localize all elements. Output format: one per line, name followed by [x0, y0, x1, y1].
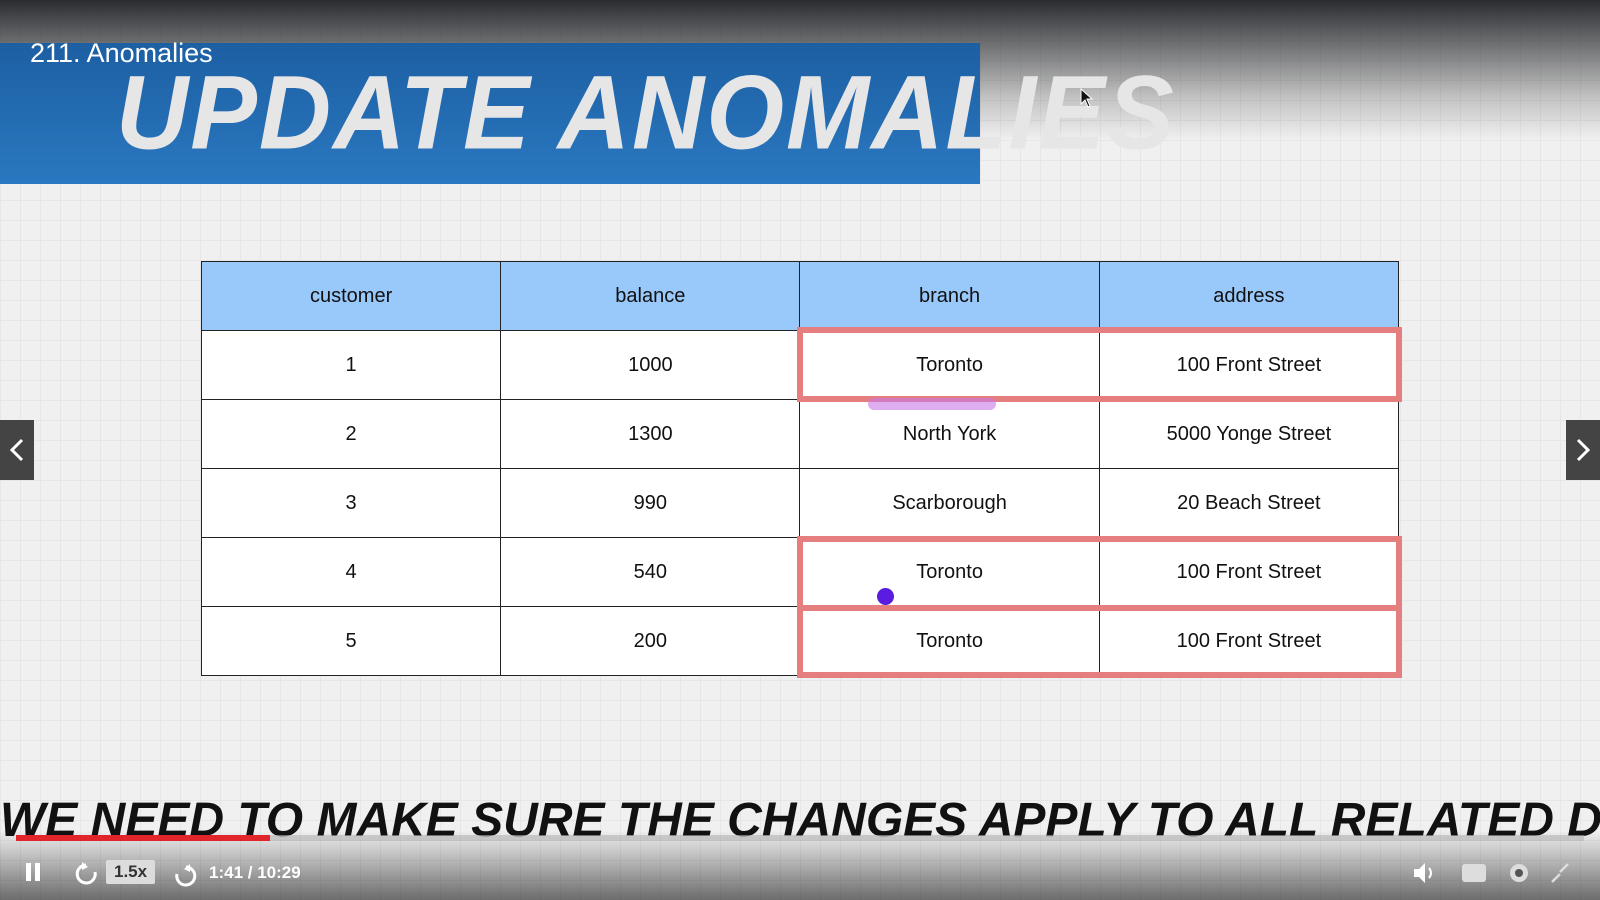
- highlight-box: [797, 605, 1402, 678]
- table-cell: 1300: [500, 399, 801, 469]
- cursor: [1080, 88, 1094, 108]
- pen-dot: [877, 588, 894, 605]
- table-cell: 5000 Yonge Street: [1098, 399, 1400, 469]
- right-controls: [1414, 863, 1569, 883]
- lecture-title: 211. Anomalies: [30, 38, 213, 68]
- table-cell: Toronto: [799, 537, 1100, 607]
- playback-icons: [26, 862, 97, 885]
- table-cell: 2: [200, 399, 502, 469]
- table-cell: 20 Beach Street: [1098, 468, 1400, 538]
- table-cell: 1: [200, 330, 502, 400]
- next-button[interactable]: [1566, 420, 1600, 480]
- table-cell: Toronto: [799, 330, 1100, 400]
- rewind-button[interactable]: [75, 862, 97, 885]
- fullscreen-button[interactable]: [1551, 863, 1569, 883]
- column-header: balance: [500, 261, 801, 331]
- table-row: 2 1300 North York 5000 Yonge Street: [200, 399, 1400, 469]
- pause-button[interactable]: [26, 863, 40, 881]
- highlight-box: [797, 327, 1402, 402]
- table-cell: North York: [799, 399, 1100, 469]
- prev-button[interactable]: [0, 420, 34, 480]
- captions-button[interactable]: [1462, 864, 1486, 882]
- table-row: 1 1000 Toronto 100 Front Street: [200, 330, 1400, 400]
- settings-button[interactable]: [1510, 864, 1528, 882]
- data-table: customer balance branch address 1 1000 Toronto…: [200, 261, 1400, 676]
- table-row: 5 200 Toronto 100 Front Street: [200, 606, 1400, 676]
- slide-heading: UPDATE ANOMALIES: [116, 54, 1176, 172]
- time-display: 1:41 / 10:29: [209, 863, 301, 882]
- table-cell: Scarborough: [799, 468, 1100, 538]
- column-header: branch: [799, 261, 1100, 331]
- speed-button[interactable]: 1.5x: [106, 860, 156, 884]
- table-cell: 5: [200, 606, 502, 676]
- table-cell: 200: [500, 606, 801, 676]
- table-cell: 100 Front Street: [1098, 330, 1400, 400]
- control-bar: [0, 830, 1600, 900]
- progress-track[interactable]: [16, 835, 1584, 841]
- table-cell: 100 Front Street: [1098, 606, 1400, 676]
- table-cell: 4: [200, 537, 502, 607]
- table-cell: 3: [200, 468, 502, 538]
- table-cell: 540: [500, 537, 801, 607]
- heading-banner: [0, 43, 980, 184]
- forward-button[interactable]: [172, 862, 198, 888]
- pen-stroke: [868, 398, 996, 410]
- table-row: 3 990 Scarborough 20 Beach Street: [200, 468, 1400, 538]
- table-cell: Toronto: [799, 606, 1100, 676]
- table-row: 4 540 Toronto 100 Front Street: [200, 537, 1400, 607]
- table-cell: 1000: [500, 330, 801, 400]
- volume-button[interactable]: [1414, 863, 1432, 883]
- column-header: address: [1098, 261, 1400, 331]
- progress-played: [16, 835, 270, 841]
- table-cell: 990: [500, 468, 801, 538]
- column-header: customer: [200, 261, 502, 331]
